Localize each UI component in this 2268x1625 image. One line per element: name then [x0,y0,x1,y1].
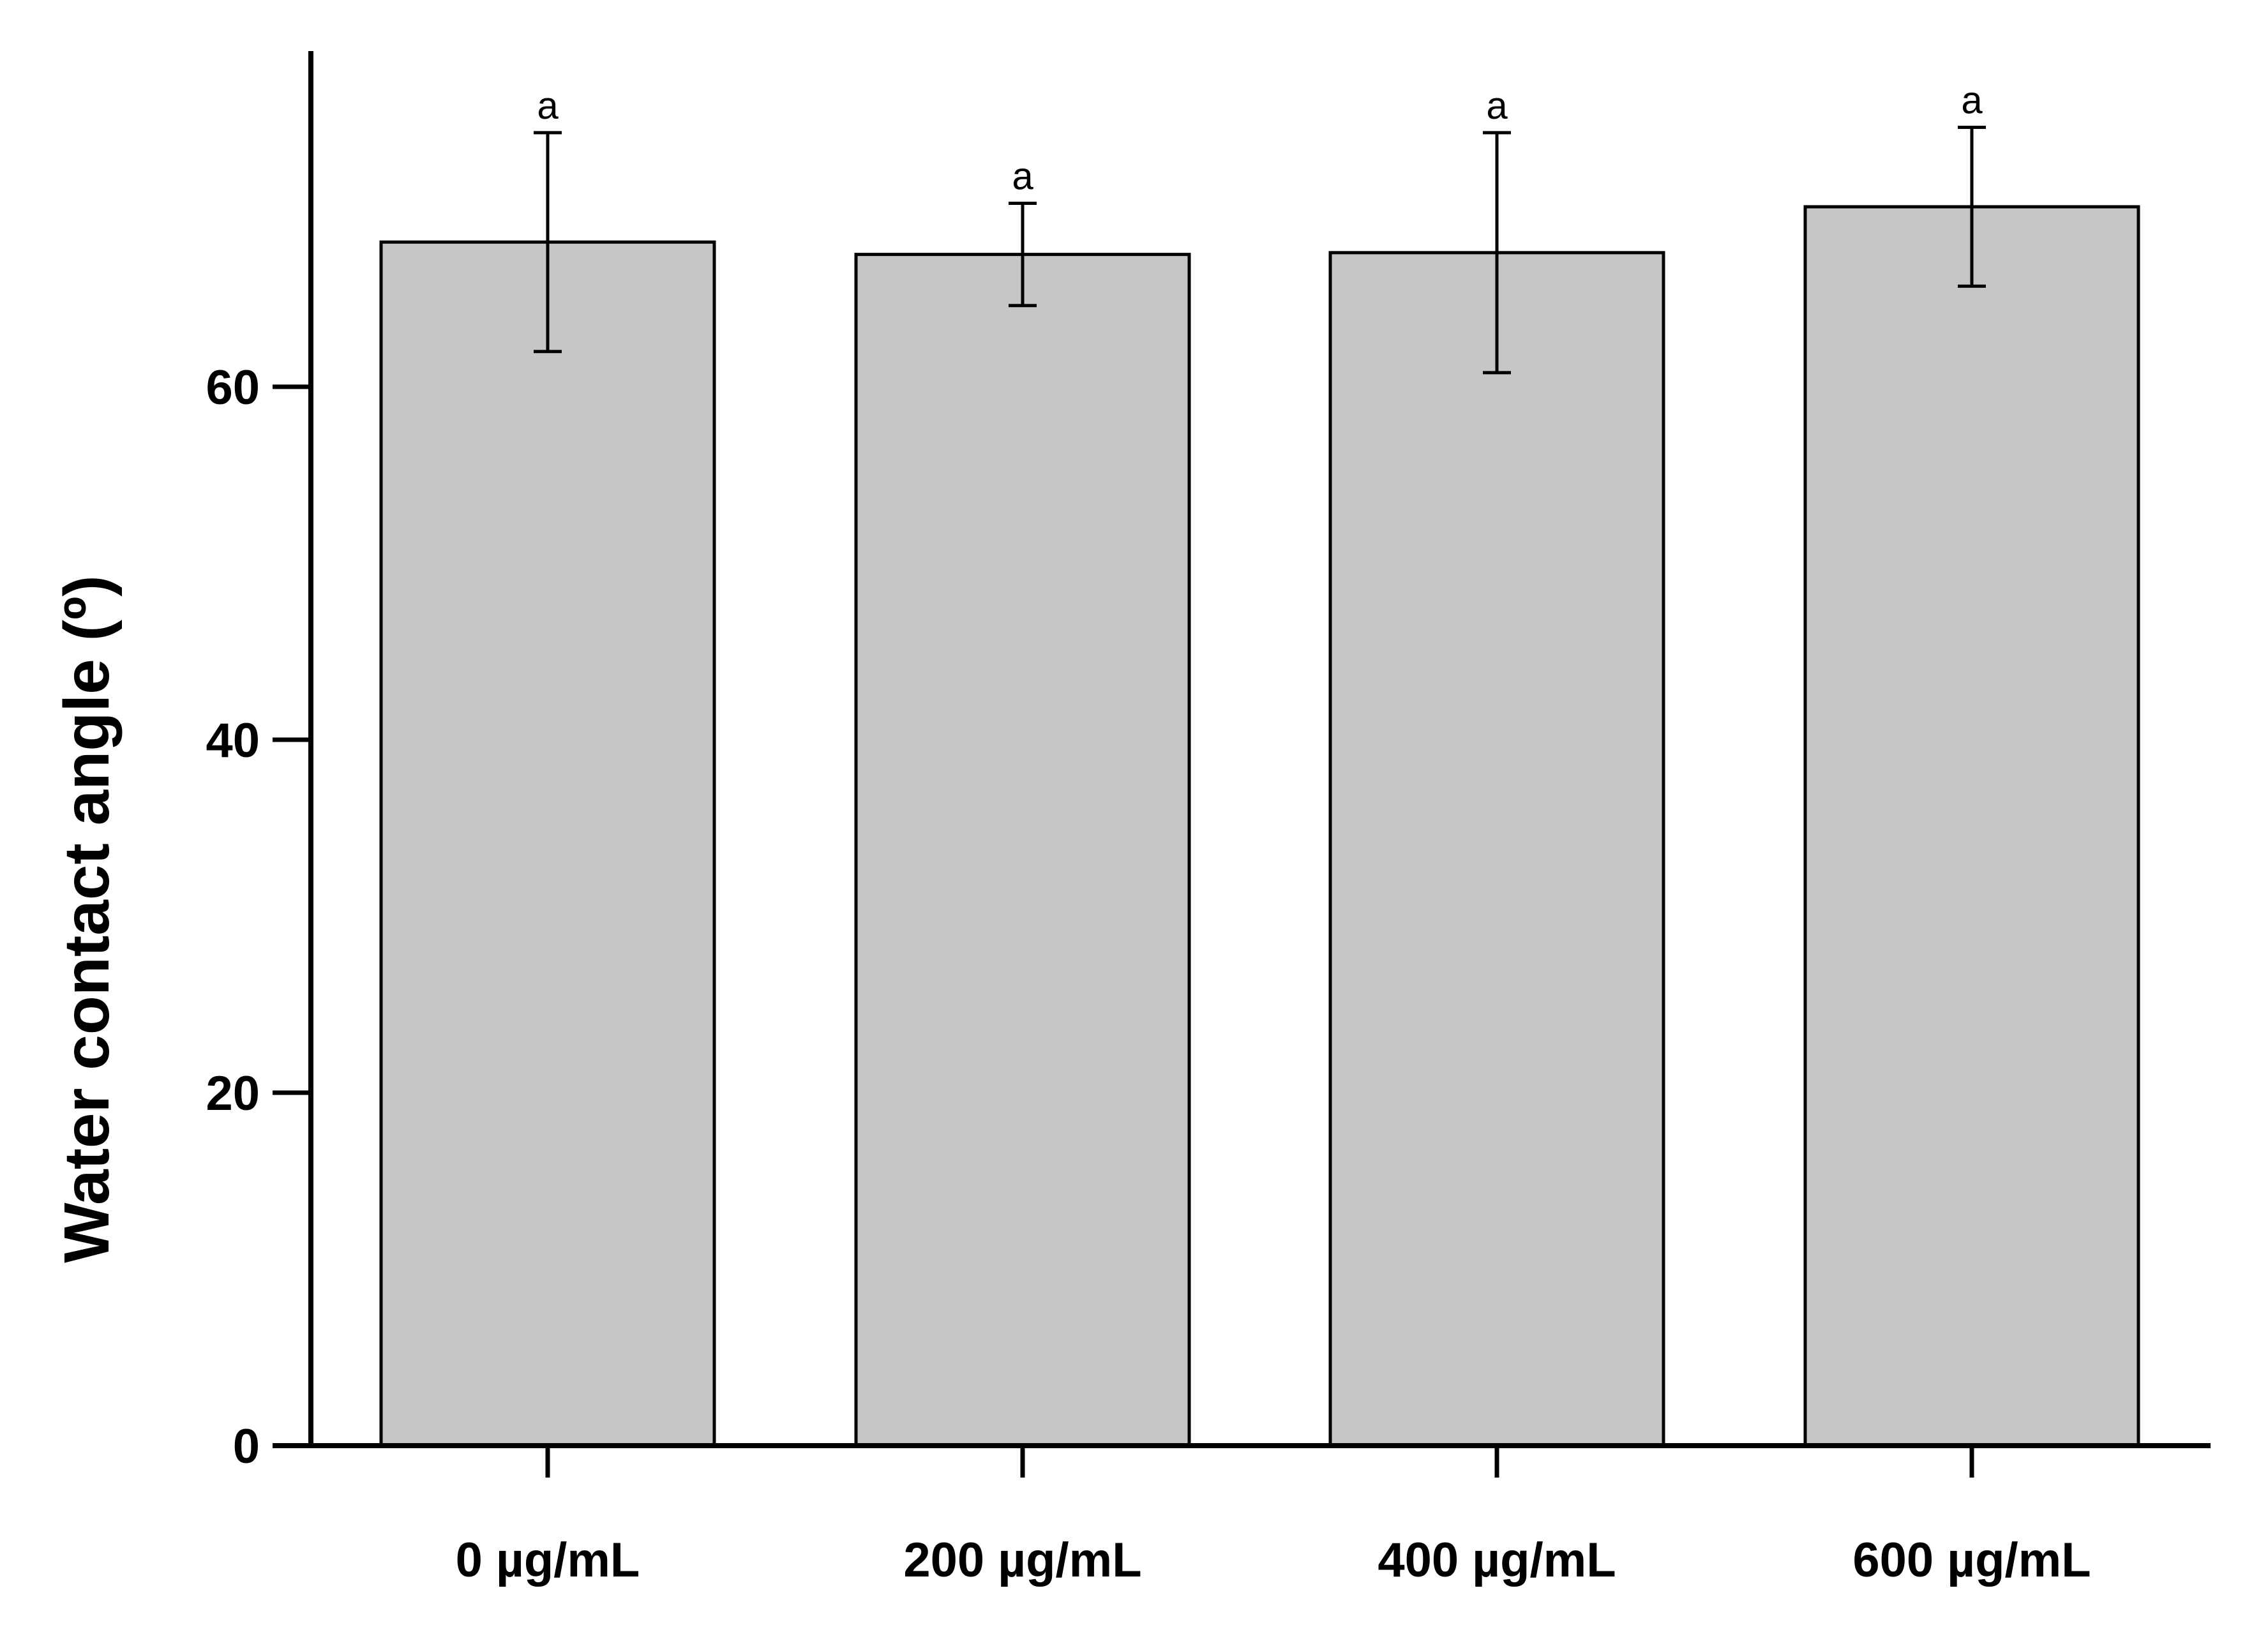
y-tick-label-0: 0 [233,1419,260,1474]
significance-label-2: a [1486,84,1508,127]
error-bar-0 [534,131,562,354]
bar-0 [379,240,716,1448]
significance-label-3: a [1961,79,1983,122]
bars-layer [379,205,2140,1448]
bar-1 [854,253,1191,1448]
x-tick-label-0: 0 µg/mL [456,1533,640,1587]
significance-label-0: a [537,84,559,127]
x-ticks-layer: 0 µg/mL 200 µg/mL 400 µg/mL 600 µg/mL [456,1446,2091,1587]
y-tick-label-2: 40 [206,714,260,768]
y-tick-label-1: 20 [206,1067,260,1121]
y-tick-label-3: 60 [206,361,260,415]
significance-label-1: a [1012,154,1033,197]
error-bar-1 [1009,201,1037,308]
bar-3 [1803,205,2140,1448]
significance-labels-layer: a a a a [537,79,1983,198]
x-tick-label-2: 400 µg/mL [1378,1533,1616,1587]
error-bar-3 [1958,126,1986,288]
y-axis-title: Water contact angle (º) [51,575,123,1262]
x-tick-label-3: 600 µg/mL [1852,1533,2091,1587]
error-bars-layer [534,126,1986,375]
axes-layer [273,51,2211,1448]
x-tick-label-1: 200 µg/mL [903,1533,1141,1587]
error-bar-2 [1483,131,1511,375]
y-ticks-layer: 0 20 40 60 [206,361,311,1474]
bar-2 [1328,251,1665,1448]
